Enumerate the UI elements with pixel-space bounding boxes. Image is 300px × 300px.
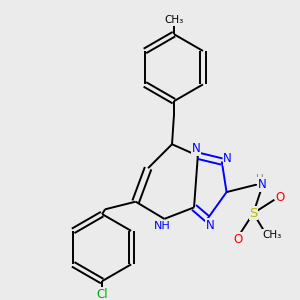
Text: N: N — [223, 152, 232, 165]
Text: N: N — [206, 219, 215, 232]
Text: H: H — [256, 174, 264, 184]
Text: CH₃: CH₃ — [164, 15, 184, 25]
Text: NH: NH — [154, 221, 170, 231]
Text: N: N — [192, 142, 201, 155]
Text: N: N — [257, 178, 266, 191]
Text: O: O — [233, 233, 243, 246]
Text: S: S — [249, 207, 257, 220]
Text: CH₃: CH₃ — [262, 230, 282, 240]
Text: O: O — [275, 191, 285, 204]
Text: Cl: Cl — [96, 287, 108, 300]
